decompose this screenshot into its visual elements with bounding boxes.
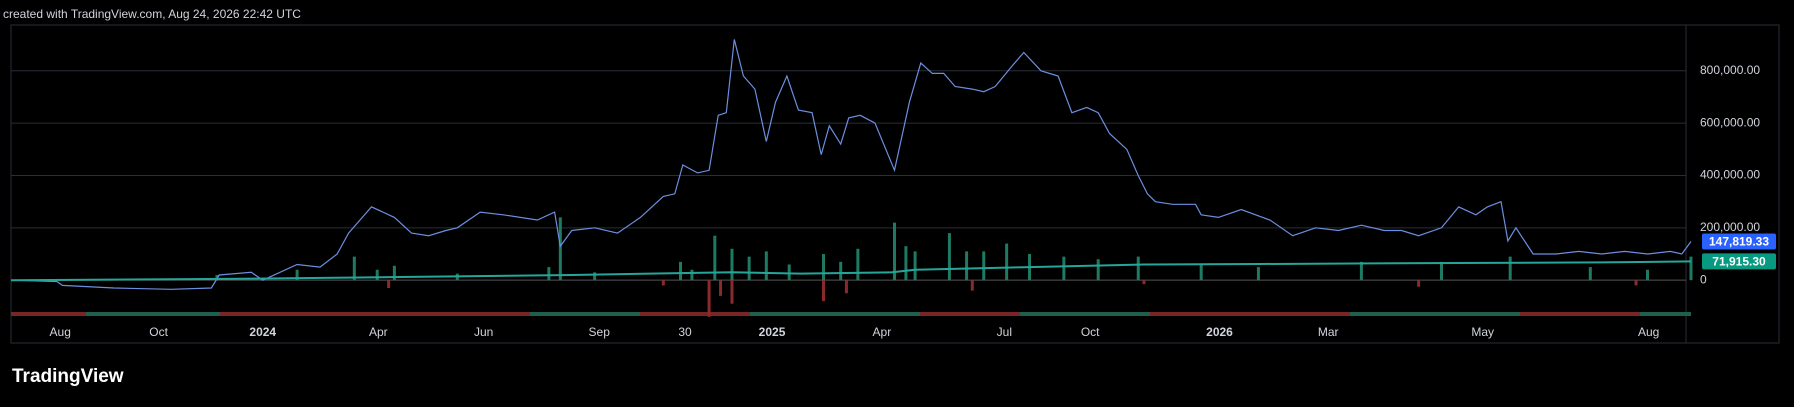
volume-bar [1440,261,1444,281]
volume-bar [856,248,860,281]
volume-bar [892,222,896,281]
volume-bar [690,269,694,281]
y-tick-label: 200,000.00 [1700,220,1760,234]
y-tick-label: 400,000.00 [1700,168,1760,182]
volume-bar [1136,256,1140,281]
y-tick-label: 0 [1700,272,1707,286]
volume-bar [215,274,219,281]
x-tick-label: Oct [149,325,168,339]
volume-bar [1508,256,1512,281]
volume-bar [678,261,682,281]
y-tick-label: 600,000.00 [1700,115,1760,129]
volume-bar [1359,261,1363,281]
brand-logo: TradingView [12,366,124,387]
volume-bar [352,256,356,281]
volume-bar [747,256,751,281]
x-tick-label: 2026 [1206,325,1233,339]
volume-bar [822,280,826,302]
bottom-strip [11,312,1691,316]
volume-bar [730,248,734,281]
volume-bar [982,251,986,281]
x-tick-label: Mar [1318,325,1339,339]
x-tick-label: Aug [50,325,71,339]
volume-bar [1199,264,1203,281]
volume-bar [1417,280,1421,287]
volume-bar [392,265,396,281]
volume-bar [558,217,562,281]
x-tick-label: Jul [997,325,1012,339]
price-line [10,260,1692,282]
x-tick-label: 2024 [249,325,276,339]
volume-bar [295,269,299,281]
last-value-label: 71,915.30 [1712,255,1766,269]
volume-bar [822,254,826,281]
x-tick-label: Apr [873,325,892,339]
x-tick-label: Oct [1081,325,1100,339]
x-tick-label: Jun [474,325,493,339]
volume-bar [719,280,723,296]
x-tick-label: Sep [589,325,611,339]
volume-bar [387,280,391,289]
volume-bar [1062,256,1066,281]
x-tick-label: 2025 [759,325,786,339]
volume-bar [787,264,791,281]
volume-bar [1142,280,1146,285]
volume-bar [593,272,597,281]
volume-bar [1588,267,1592,281]
plot-frame [10,24,1780,344]
volume-bar [1005,243,1009,281]
volume-bar [947,233,951,281]
price-line [10,39,1692,290]
last-value-tag [1702,253,1776,270]
volume-bar [1096,259,1100,281]
volume-bar [547,267,551,281]
x-tick-label: Apr [369,325,388,339]
volume-bar [913,251,917,281]
volume-bar [661,280,665,286]
volume-bar [375,269,379,281]
chart-title: created with TradingView.com, Aug 24, 20… [3,7,301,21]
volume-bar [1689,256,1693,281]
volume-bar [844,280,848,294]
x-tick-label: 30 [678,325,692,339]
volume-bar [1646,269,1650,281]
volume-bar [1634,280,1638,286]
volume-bar [764,251,768,281]
volume-bar [1256,267,1260,281]
y-tick-label: 800,000.00 [1700,63,1760,77]
x-tick-label: Aug [1638,325,1659,339]
volume-bar [965,251,969,281]
volume-bar [707,280,711,317]
x-tick-label: May [1471,325,1494,339]
volume-bar [904,246,908,281]
volume-bar [713,235,717,281]
last-value-label: 147,819.33 [1709,235,1769,249]
last-value-tag [1702,233,1776,250]
volume-bar [730,280,734,304]
volume-bar [970,280,974,291]
volume-bar [839,261,843,281]
